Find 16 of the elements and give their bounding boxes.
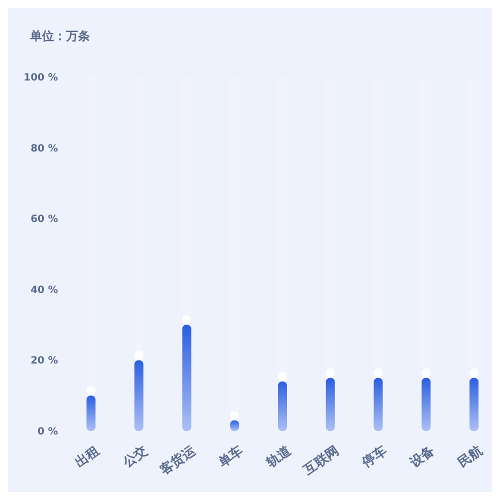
x-tick-label: 出租 bbox=[72, 443, 103, 471]
x-tick-label: 民航 bbox=[455, 442, 486, 471]
y-tick-label: 0 % bbox=[38, 426, 58, 438]
chart-title: 单位：万条 bbox=[29, 29, 90, 43]
x-tick-label: 轨道 bbox=[263, 442, 295, 472]
y-tick-label: 40 % bbox=[30, 284, 58, 296]
x-tick-label: 互联网 bbox=[300, 443, 342, 479]
y-tick-label: 100 % bbox=[24, 72, 58, 84]
y-tick-label: 60 % bbox=[30, 214, 58, 226]
x-tick-label: 停车 bbox=[358, 442, 390, 472]
y-tick-label: 20 % bbox=[30, 356, 58, 367]
x-tick-label: 客货运 bbox=[156, 442, 200, 479]
x-tick-label: 设备 bbox=[406, 443, 438, 472]
y-tick-label: 80 % bbox=[30, 143, 58, 154]
x-tick-label: 单车 bbox=[214, 442, 246, 472]
x-tick-label: 公交 bbox=[119, 442, 150, 472]
